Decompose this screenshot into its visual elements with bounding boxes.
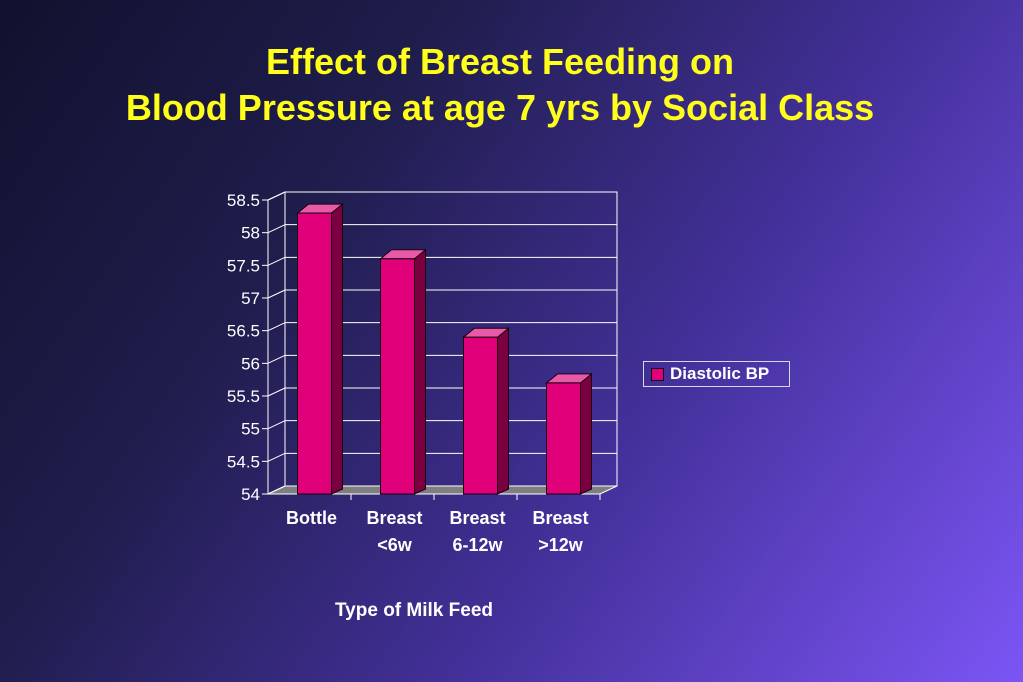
bar-side <box>414 248 426 495</box>
y-tick-label: 54 <box>241 485 260 504</box>
y-tick-label: 56.5 <box>227 322 260 341</box>
bar-side <box>497 327 509 495</box>
gridline-side <box>267 420 286 430</box>
x-category-label: Bottle <box>286 508 337 528</box>
chart-legend: Diastolic BP <box>643 361 790 387</box>
x-category-label: Breast <box>366 508 422 528</box>
x-category-label: Breast <box>449 508 505 528</box>
legend-swatch <box>651 367 664 381</box>
gridline-side <box>267 387 286 397</box>
slide-title-line2: Blood Pressure at age 7 yrs by Social Cl… <box>125 87 875 128</box>
legend-label: Diastolic BP <box>670 364 770 383</box>
y-tick-label: 54.5 <box>227 452 260 471</box>
plot-side-wall <box>267 191 286 495</box>
y-tick-label: 55.5 <box>227 387 260 406</box>
x-category-label: <6w <box>377 535 413 555</box>
y-tick-label: 56 <box>241 354 260 373</box>
bar-side <box>580 372 592 495</box>
x-category-label: >12w <box>538 535 584 555</box>
gridline-side <box>267 256 286 266</box>
y-tick-label: 58.5 <box>227 191 260 210</box>
y-tick-label: 55 <box>241 420 260 439</box>
x-category-label: Breast <box>532 508 588 528</box>
gridline-side <box>267 322 286 332</box>
y-tick-label: 58 <box>241 224 260 243</box>
x-category-label: 6-12w <box>452 535 503 555</box>
gridline-side <box>267 289 286 299</box>
y-tick-label: 57 <box>241 289 260 308</box>
x-axis-label: Type of Milk Feed <box>335 600 493 621</box>
bar-side <box>331 203 343 495</box>
bar <box>380 258 415 495</box>
y-tick-label: 57.5 <box>227 256 260 275</box>
bar <box>463 336 498 495</box>
gridline-side <box>267 452 286 462</box>
bar <box>546 382 581 495</box>
gridline-side <box>267 354 286 364</box>
bar <box>297 212 332 495</box>
gridline-side <box>267 191 286 201</box>
slide-title-line1: Effect of Breast Feeding on <box>265 41 735 82</box>
gridline-side <box>267 224 286 234</box>
